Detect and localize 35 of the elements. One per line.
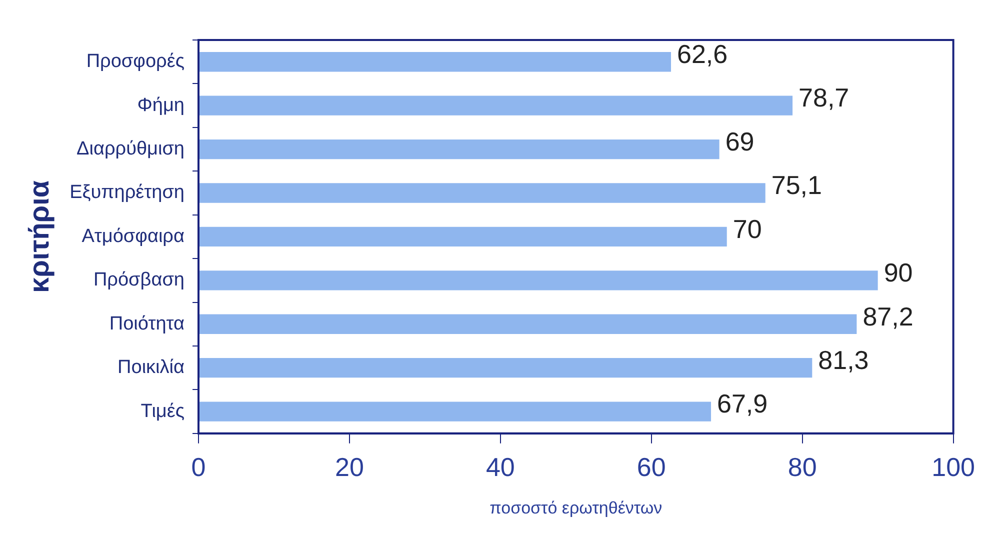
data-label: 69 — [725, 126, 754, 156]
x-axis-title: ποσοστό ερωτηθέντων — [490, 498, 662, 518]
y-tick-label: Διαρρύθμιση — [76, 138, 184, 160]
x-tick-label: 20 — [334, 452, 364, 482]
data-label: 87,2 — [862, 301, 914, 332]
y-tick-label: Τιμές — [140, 400, 184, 422]
data-label: 81,3 — [818, 345, 869, 376]
data-label: 75,1 — [771, 170, 822, 200]
y-tick-label: Πρόσβαση — [93, 270, 184, 291]
bar — [198, 358, 812, 378]
y-tick-label: Φήμη — [137, 94, 184, 116]
bar — [198, 270, 878, 290]
bar — [198, 183, 766, 203]
y-tick-label: Προσφορές — [86, 51, 184, 72]
data-label: 78,7 — [798, 82, 850, 113]
bar — [198, 96, 793, 116]
y-tick-label: Ποικιλία — [118, 357, 185, 378]
y-tick-label: Ατμόσφαιρα — [82, 226, 184, 247]
data-label: 90 — [884, 258, 913, 288]
x-tick-label: 0 — [191, 452, 206, 482]
data-label: 67,9 — [717, 388, 768, 419]
data-label: 62,6 — [677, 39, 728, 70]
bar — [198, 139, 720, 160]
bar — [198, 402, 712, 422]
x-tick-label: 80 — [788, 452, 817, 482]
x-tick-label: 60 — [636, 452, 666, 482]
y-tick-label: Ποιότητα — [109, 313, 184, 334]
x-tick-label: 100 — [932, 452, 976, 482]
bar — [198, 314, 857, 334]
y-tick-label: Εξυπηρέτηση — [70, 182, 184, 204]
bar — [198, 52, 672, 72]
data-label: 70 — [732, 214, 762, 244]
y-axis-title: κριτήρια — [24, 180, 55, 294]
bar — [198, 226, 727, 247]
x-tick-label: 40 — [486, 452, 515, 482]
